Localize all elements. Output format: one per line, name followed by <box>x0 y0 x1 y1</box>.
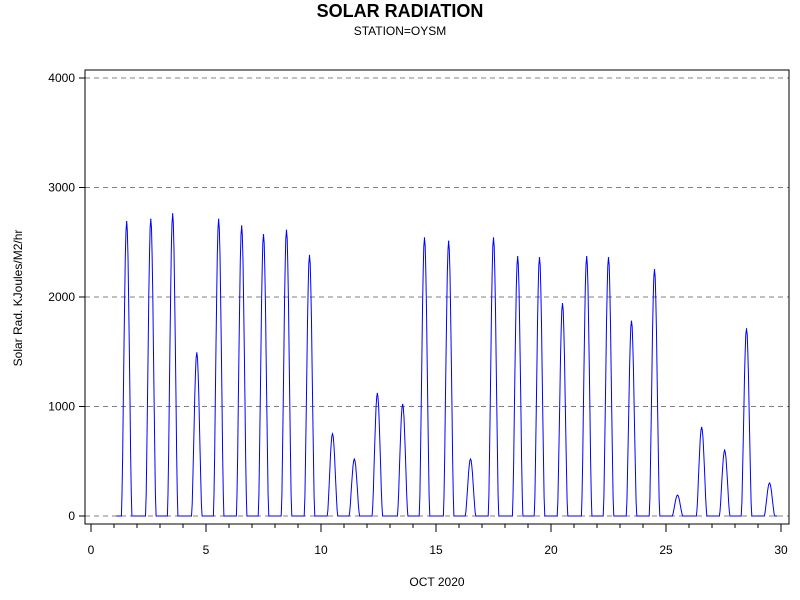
daily-peak-point <box>517 255 519 258</box>
y-tick-label: 3000 <box>48 181 75 195</box>
daily-peak-point <box>701 426 703 428</box>
daily-peak-point <box>126 220 128 223</box>
daily-peak-point <box>586 255 588 258</box>
daily-peak-point <box>262 233 265 236</box>
daily-peak-point <box>423 237 426 239</box>
daily-peak-point <box>768 482 771 484</box>
daily-peak-point <box>241 225 243 227</box>
daily-peak-point <box>376 392 378 394</box>
y-tick-label: 2000 <box>48 290 75 304</box>
solar-radiation-series-line <box>116 213 778 517</box>
daily-peak-point <box>196 352 198 354</box>
tick-labels: 0 1000 2000 3000 4000 0 5 10 15 20 25 30 <box>48 71 788 557</box>
daily-peak-point <box>607 256 610 259</box>
x-tick-label: 5 <box>203 543 210 557</box>
daily-peak-point <box>561 302 564 305</box>
daily-peak-point <box>172 213 174 215</box>
daily-peak-point <box>402 403 404 405</box>
daily-peak-point <box>676 494 679 496</box>
x-tick-label: 10 <box>314 543 328 557</box>
daily-peak-point <box>469 458 472 460</box>
daily-peak-point <box>218 218 220 220</box>
daily-peak-point <box>538 256 541 259</box>
daily-peak-point <box>308 254 311 256</box>
daily-peak-point <box>353 458 355 460</box>
daily-peak-point <box>745 328 748 330</box>
x-tick-label: 25 <box>659 543 673 557</box>
y-tick-label: 4000 <box>48 71 75 85</box>
series-group <box>116 213 778 517</box>
grid-lines <box>85 77 789 517</box>
chart-subtitle: STATION=OYSM <box>353 24 447 38</box>
x-axis-label: OCT 2020 <box>409 575 464 589</box>
axis-ticks <box>79 77 782 532</box>
daily-peak-point <box>630 320 633 322</box>
daily-peak-point <box>331 433 334 435</box>
x-tick-label: 30 <box>774 543 788 557</box>
x-tick-label: 15 <box>429 543 443 557</box>
daily-peak-point <box>724 449 726 451</box>
daily-peak-point <box>653 269 656 271</box>
y-axis-label: Solar Rad. KJoules/M2/hr <box>11 230 25 367</box>
y-tick-label: 0 <box>68 509 75 523</box>
daily-peak-point <box>492 237 495 239</box>
x-tick-label: 0 <box>88 543 95 557</box>
chart-title: SOLAR RADIATION <box>316 1 484 21</box>
x-tick-label: 20 <box>544 543 558 557</box>
daily-peak-point <box>150 218 152 220</box>
daily-peak-point <box>448 240 450 242</box>
daily-peak-point <box>285 229 288 231</box>
y-tick-label: 1000 <box>48 400 75 414</box>
